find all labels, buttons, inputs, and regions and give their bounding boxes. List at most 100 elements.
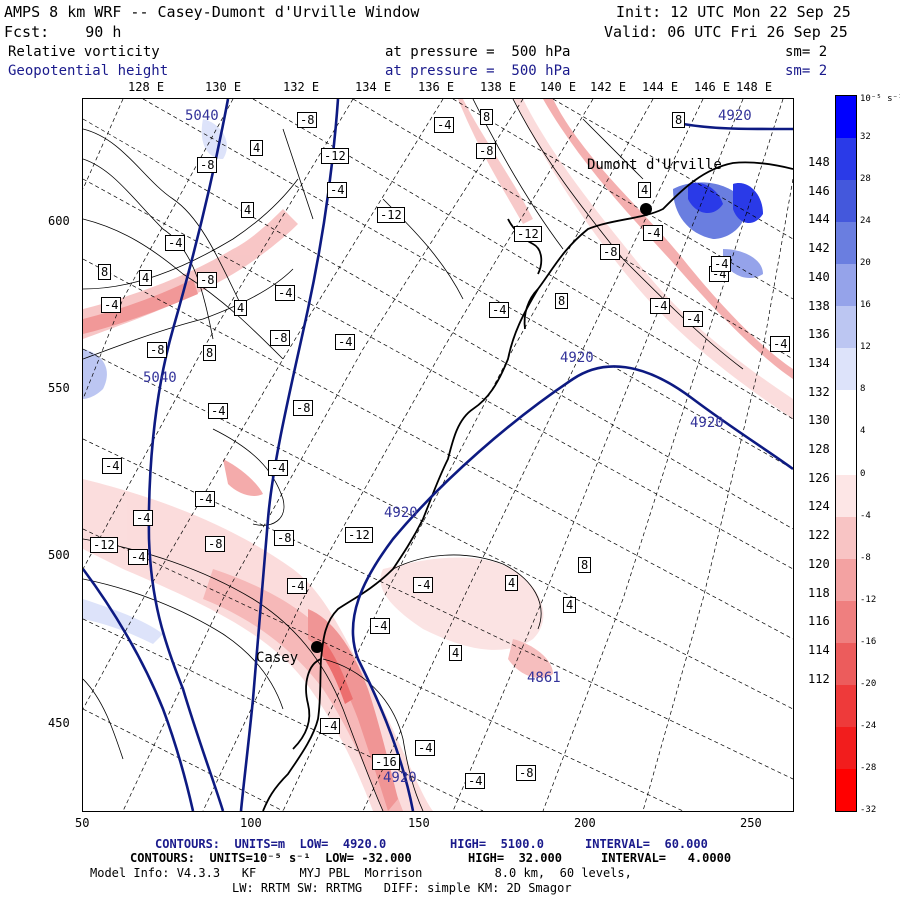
vorticity-label: 8 <box>555 293 569 309</box>
colorbar-segment <box>836 726 856 770</box>
vorticity-label: -4 <box>683 311 704 327</box>
vorticity-label: 4 <box>638 182 652 198</box>
vorticity-label: -8 <box>197 157 218 173</box>
top-lon-label: 136 E <box>418 80 455 94</box>
top-lon-label: 138 E <box>480 80 517 94</box>
top-lon-label: 146 E <box>694 80 731 94</box>
colorbar-segment <box>836 516 856 560</box>
coastline <box>262 161 793 811</box>
height-label: 4861 <box>527 670 561 686</box>
vorticity-label: -12 <box>321 148 349 164</box>
vorticity-label: -4 <box>650 298 671 314</box>
vorticity-label: -4 <box>208 403 229 419</box>
x-tick-150: 150 <box>408 816 430 830</box>
colorbar-label: 12 <box>860 342 871 353</box>
lat-grid <box>83 99 793 811</box>
casey-label: Casey <box>256 650 299 666</box>
vorticity-label: -4 <box>643 225 664 241</box>
footer-vort-info: CONTOURS: UNITS=10⁻⁵ s⁻¹ LOW= -32.000 <box>130 851 412 865</box>
vorticity-label: -4 <box>711 256 732 272</box>
vorticity-label: -4 <box>434 117 455 133</box>
vorticity-positive <box>83 119 763 644</box>
vorticity-contours <box>83 99 744 811</box>
vorticity-label: -8 <box>600 244 621 260</box>
valid-time: Valid: 06 UTC Fri 26 Sep 25 <box>604 23 848 41</box>
vorticity-label: -8 <box>270 330 291 346</box>
vorticity-label: 4 <box>505 575 519 591</box>
top-lon-label: 134 E <box>355 80 392 94</box>
colorbar-label: -16 <box>860 636 877 647</box>
vorticity-label: 8 <box>98 264 112 280</box>
top-lon-label: 140 E <box>540 80 577 94</box>
vorticity-label: 4 <box>241 202 255 218</box>
colorbar-label: 0 <box>860 468 866 479</box>
footer-vort-interval: INTERVAL= 4.0000 <box>601 851 732 865</box>
height-label: 4920 <box>690 415 724 431</box>
vorticity-label: -12 <box>514 226 542 242</box>
forecast-hour: Fcst: 90 h <box>4 23 122 41</box>
vorticity-label: 8 <box>578 557 592 573</box>
colorbar-unit: 10⁻⁵ s⁻¹ <box>860 94 900 104</box>
vorticity-label: -12 <box>345 527 373 543</box>
vorticity-label: -4 <box>413 577 434 593</box>
height-label: 4920 <box>384 505 418 521</box>
top-lon-label: 144 E <box>642 80 679 94</box>
footer-vort-high: HIGH= 32.000 <box>468 851 562 865</box>
field2-smooth: sm= 2 <box>785 63 828 79</box>
colorbar-segment <box>836 432 856 476</box>
field2-level: at pressure = 500 hPa <box>385 63 571 79</box>
colorbar-segment <box>836 180 856 223</box>
top-lon-label: 128 E <box>128 80 165 94</box>
colorbar-segment <box>836 642 856 686</box>
map-canvas <box>83 99 793 811</box>
vorticity-label: -4 <box>101 297 122 313</box>
colorbar-segment <box>836 264 856 307</box>
vorticity-label: 8 <box>203 345 217 361</box>
vorticity-label: 8 <box>480 109 494 125</box>
model-title: AMPS 8 km WRF -- Casey-Dumont d'Urville … <box>4 3 420 21</box>
y-tick-550: 550 <box>48 381 70 395</box>
colorbar-segment <box>836 138 856 181</box>
vorticity-label: -8 <box>516 765 537 781</box>
colorbar-segment <box>836 390 856 433</box>
colorbar-segment <box>836 96 856 139</box>
vorticity-label: -8 <box>476 143 497 159</box>
vorticity-label: -4 <box>415 740 436 756</box>
vorticity-label: 4 <box>449 645 463 661</box>
colorbar-label: -28 <box>860 762 877 773</box>
vorticity-label: 4 <box>563 597 577 613</box>
colorbar <box>835 95 857 812</box>
vorticity-label: -4 <box>370 618 391 634</box>
footer-height-interval: INTERVAL= 60.000 <box>585 837 708 851</box>
vorticity-label: -4 <box>320 718 341 734</box>
colorbar-segment <box>836 306 856 349</box>
colorbar-segment <box>836 474 856 518</box>
vorticity-label: -4 <box>128 549 149 565</box>
height-label: 5040 <box>143 370 177 386</box>
colorbar-label: -32 <box>860 805 877 815</box>
top-lon-label: 142 E <box>590 80 627 94</box>
vorticity-label: 4 <box>250 140 264 156</box>
vorticity-label: -4 <box>327 182 348 198</box>
y-tick-600: 600 <box>48 214 70 228</box>
vorticity-label: -12 <box>90 537 118 553</box>
height-label: 5040 <box>185 108 219 124</box>
height-label: 4920 <box>718 108 752 124</box>
y-tick-500: 500 <box>48 548 70 562</box>
vorticity-label: -4 <box>165 235 186 251</box>
vorticity-label: -8 <box>274 530 295 546</box>
field1-name: Relative vorticity <box>8 44 160 60</box>
height-label: 4920 <box>383 770 417 786</box>
colorbar-label: -4 <box>860 510 871 521</box>
colorbar-label: 16 <box>860 300 871 311</box>
vorticity-label: 4 <box>139 270 153 286</box>
colorbar-segment <box>836 222 856 265</box>
init-time: Init: 12 UTC Mon 22 Sep 25 <box>616 3 851 21</box>
vorticity-label: -4 <box>465 773 486 789</box>
colorbar-label: -20 <box>860 678 877 689</box>
colorbar-label: 8 <box>860 384 866 395</box>
vorticity-label: -16 <box>372 754 400 770</box>
map-panel <box>82 98 794 812</box>
height-label: 4920 <box>560 350 594 366</box>
vorticity-label: 8 <box>672 112 686 128</box>
